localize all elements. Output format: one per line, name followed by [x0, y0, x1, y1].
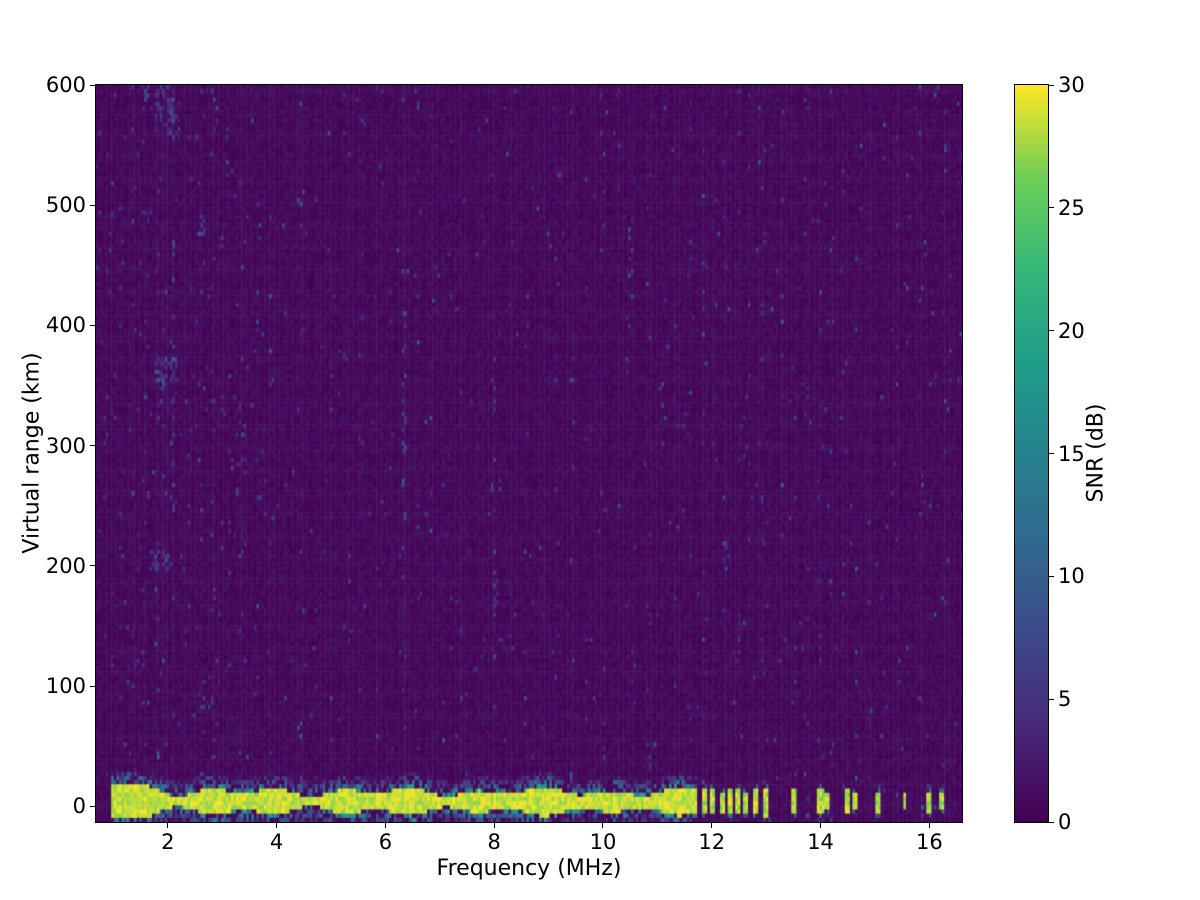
y-tick-mark — [90, 805, 95, 807]
colorbar-tick-label: 15 — [1058, 441, 1085, 466]
x-tick-mark — [820, 823, 822, 828]
x-tick-label: 16 — [915, 830, 943, 854]
colorbar-tick-mark — [1049, 330, 1054, 332]
x-tick-mark — [384, 823, 386, 828]
x-axis-label: Frequency (MHz) — [436, 856, 622, 881]
colorbar-tick-mark — [1049, 453, 1054, 454]
x-tick-mark — [928, 823, 930, 828]
colorbar-tick-label: 20 — [1058, 318, 1085, 343]
y-tick-label: 300 — [45, 433, 86, 458]
colorbar-tick-label: 30 — [1058, 73, 1085, 97]
colorbar-tick-mark — [1049, 698, 1054, 700]
x-tick-label: 6 — [378, 830, 393, 854]
y-tick-mark — [90, 324, 95, 326]
x-tick-label: 14 — [807, 830, 834, 854]
x-tick-mark — [493, 823, 495, 828]
x-tick-label: 4 — [269, 830, 284, 854]
colorbar-tick-mark — [1049, 84, 1054, 86]
x-tick-label: 10 — [589, 830, 617, 854]
y-tick-mark — [90, 84, 95, 86]
y-tick-label: 600 — [45, 73, 86, 97]
y-tick-label: 0 — [72, 794, 86, 819]
heatmap-canvas — [96, 85, 962, 822]
y-tick-mark — [90, 204, 95, 206]
y-tick-label: 200 — [45, 553, 86, 578]
x-tick-label: 8 — [487, 830, 501, 854]
colorbar-tick-mark — [1049, 207, 1054, 209]
colorbar — [1014, 84, 1049, 823]
y-tick-mark — [90, 565, 95, 567]
y-tick-mark — [90, 685, 95, 687]
colorbar-tick-mark — [1049, 821, 1054, 823]
y-tick-label: 400 — [45, 313, 86, 338]
x-tick-mark — [602, 823, 604, 828]
y-tick-mark — [90, 445, 95, 447]
colorbar-label: SNR (dB) — [1083, 403, 1109, 503]
y-axis-label: Virtual range (km) — [19, 352, 45, 554]
y-tick-label: 500 — [45, 193, 86, 218]
x-tick-label: 2 — [161, 830, 175, 854]
colorbar-canvas — [1015, 85, 1048, 822]
x-tick-mark — [167, 823, 169, 828]
colorbar-tick-label: 5 — [1058, 687, 1072, 712]
colorbar-tick-mark — [1049, 575, 1054, 577]
plot-area — [95, 84, 963, 823]
colorbar-tick-label: 10 — [1058, 564, 1085, 589]
x-tick-mark — [711, 823, 713, 828]
x-tick-mark — [276, 823, 278, 828]
colorbar-tick-label: 25 — [1058, 195, 1085, 220]
y-tick-label: 100 — [45, 674, 86, 699]
colorbar-tick-label: 0 — [1058, 810, 1072, 834]
x-tick-label: 12 — [698, 830, 726, 854]
